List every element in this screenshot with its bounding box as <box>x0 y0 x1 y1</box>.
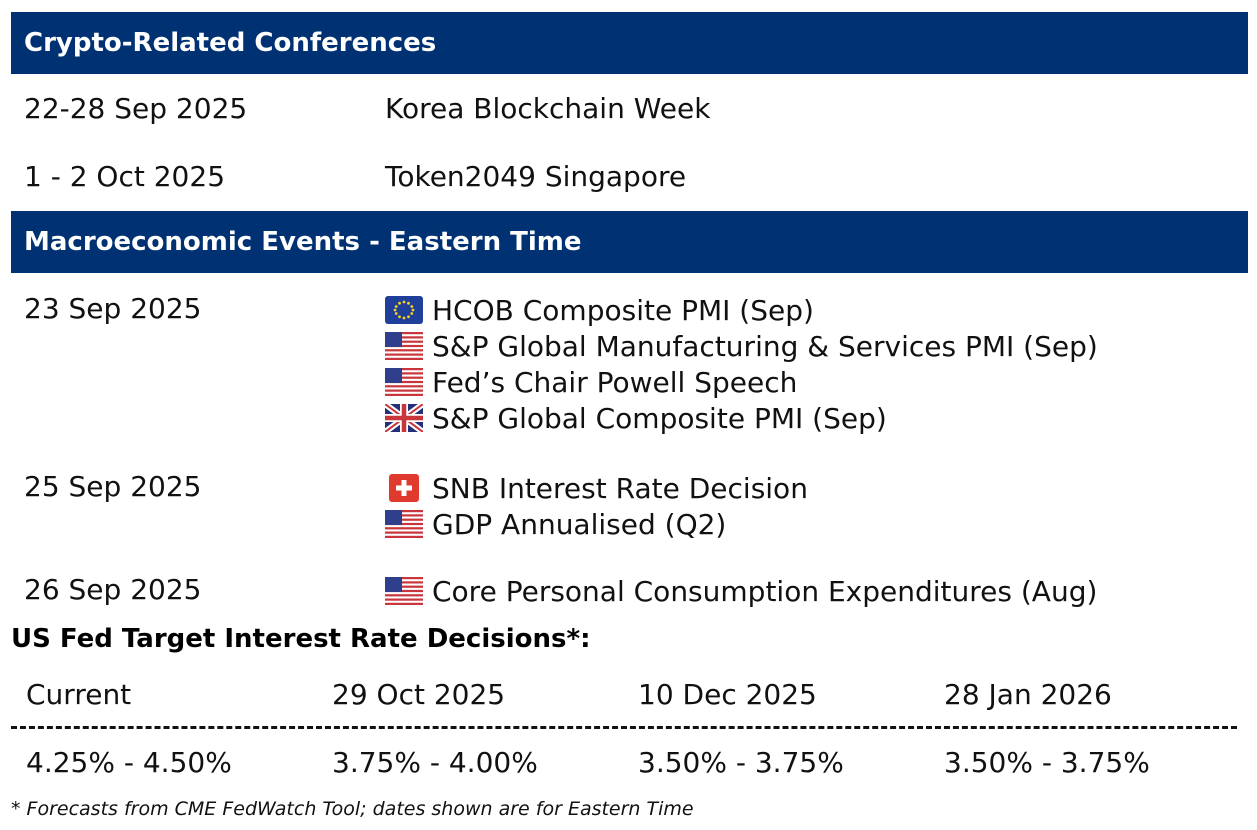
uk-flag-icon <box>385 404 423 432</box>
macro-event: Core Personal Consumption Expenditures (… <box>385 573 1097 609</box>
macro-event: GDP Annualised (Q2) <box>385 506 808 542</box>
macro-event: HCOB Composite PMI (Sep) <box>385 292 1098 328</box>
fed-date-header: 10 Dec 2025 <box>638 678 817 711</box>
macro-event-label: Fed’s Chair Powell Speech <box>432 365 798 399</box>
conferences-header-title: Crypto-Related Conferences <box>24 28 437 58</box>
ch-flag-icon <box>385 474 423 502</box>
fed-date-header: 28 Jan 2026 <box>944 678 1112 711</box>
conference-date: 22-28 Sep 2025 <box>24 92 248 125</box>
macro-event-label: S&P Global Composite PMI (Sep) <box>432 401 887 435</box>
macro-event-label: S&P Global Manufacturing & Services PMI … <box>432 329 1098 363</box>
fed-rate-value: 3.75% - 4.00% <box>332 746 538 779</box>
macro-header-title: Macroeconomic Events - Eastern Time <box>24 227 582 257</box>
macro-event: S&P Global Composite PMI (Sep) <box>385 400 1098 436</box>
fed-rate-value: 3.50% - 3.75% <box>944 746 1150 779</box>
macro-header: Macroeconomic Events - Eastern Time <box>11 211 1248 273</box>
macro-event: SNB Interest Rate Decision <box>385 470 808 506</box>
eu-flag-icon <box>385 296 423 324</box>
macro-event-label: GDP Annualised (Q2) <box>432 507 727 541</box>
us-flag-icon <box>385 510 423 538</box>
macro-event-list: SNB Interest Rate Decision GDP Annualise… <box>385 470 808 542</box>
conference-event: Token2049 Singapore <box>385 160 687 193</box>
macro-date: 25 Sep 2025 <box>24 470 202 503</box>
conferences-header: Crypto-Related Conferences <box>11 12 1248 74</box>
us-flag-icon <box>385 332 423 360</box>
us-flag-icon <box>385 368 423 396</box>
macro-event: S&P Global Manufacturing & Services PMI … <box>385 328 1098 364</box>
macro-date: 26 Sep 2025 <box>24 573 202 606</box>
conference-event: Korea Blockchain Week <box>385 92 711 125</box>
macro-event-list: Core Personal Consumption Expenditures (… <box>385 573 1097 609</box>
macro-event-label: Core Personal Consumption Expenditures (… <box>432 574 1098 608</box>
macro-event-list: HCOB Composite PMI (Sep) S&P Global Manu… <box>385 292 1098 436</box>
conference-date: 1 - 2 Oct 2025 <box>24 160 226 193</box>
footnote: * Forecasts from CME FedWatch Tool; date… <box>11 798 694 820</box>
fed-date-header: Current <box>26 678 132 711</box>
rates-divider <box>11 726 1237 729</box>
fed-date-header: 29 Oct 2025 <box>332 678 506 711</box>
fed-rates-title: US Fed Target Interest Rate Decisions*: <box>11 624 591 654</box>
us-flag-icon <box>385 577 423 605</box>
macro-event-label: HCOB Composite PMI (Sep) <box>432 293 814 327</box>
fed-rate-value: 4.25% - 4.50% <box>26 746 232 779</box>
macro-event: Fed’s Chair Powell Speech <box>385 364 1098 400</box>
macro-event-label: SNB Interest Rate Decision <box>432 471 808 505</box>
macro-date: 23 Sep 2025 <box>24 292 202 325</box>
fed-rate-value: 3.50% - 3.75% <box>638 746 844 779</box>
